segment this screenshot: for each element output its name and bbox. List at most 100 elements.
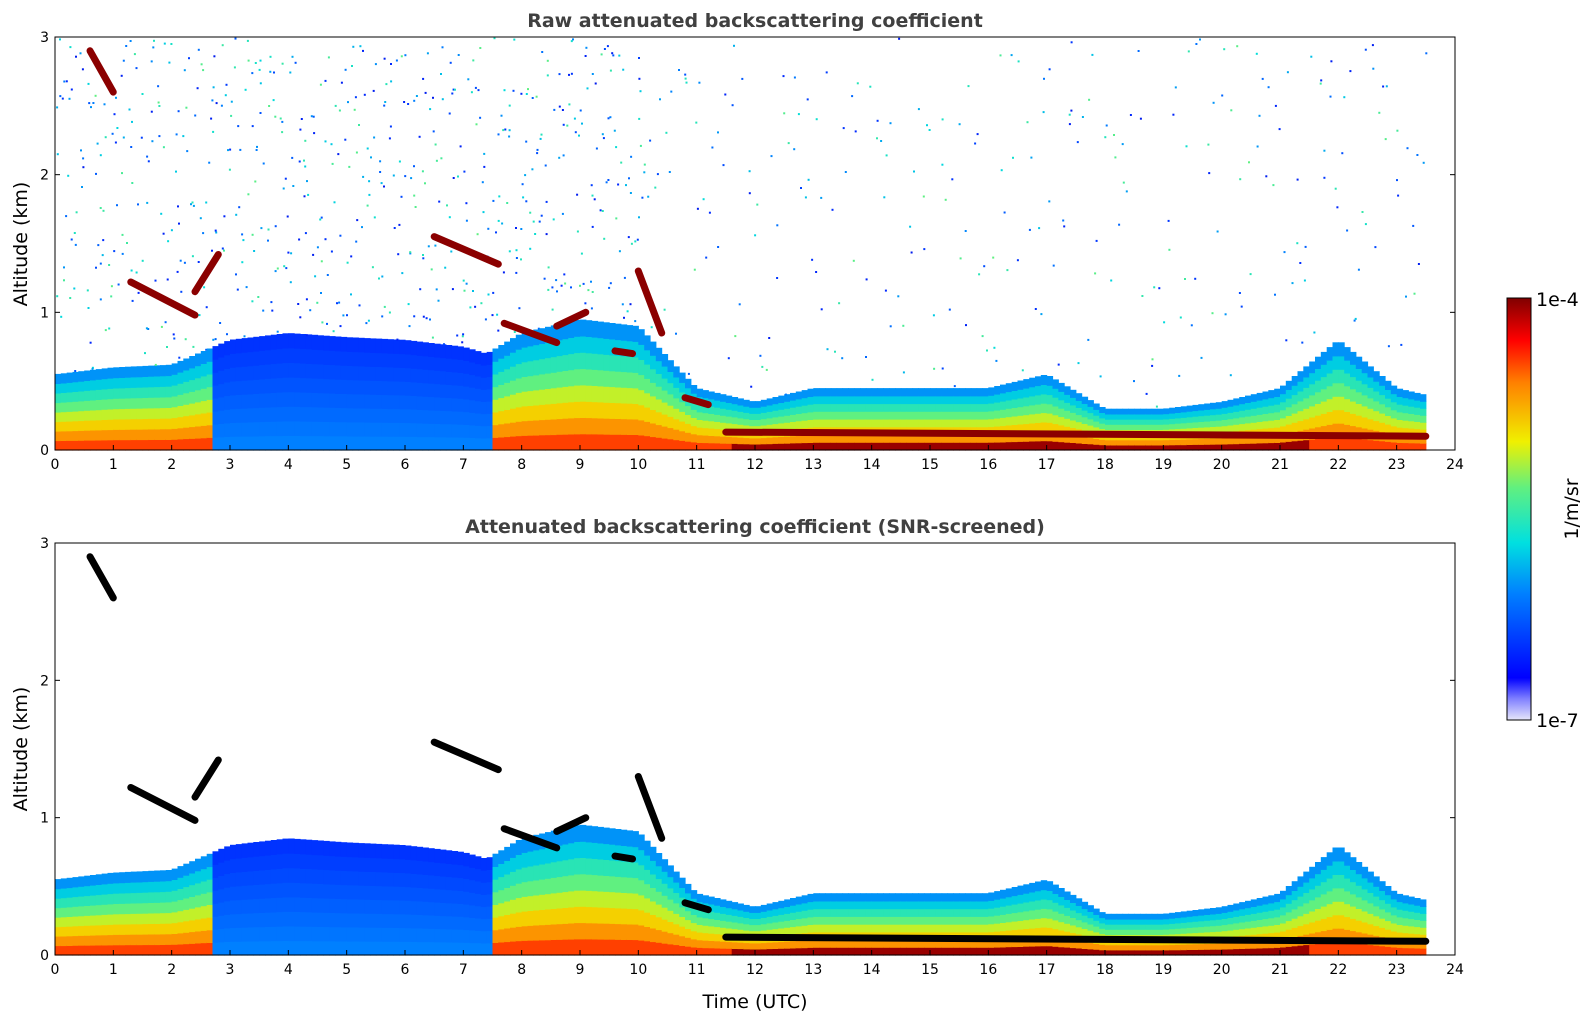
noise-pixel	[241, 261, 244, 264]
heatmap-cell	[323, 912, 330, 928]
heatmap-cell	[352, 941, 359, 956]
heatmap-cell	[965, 403, 972, 412]
heatmap-cell	[1093, 926, 1100, 933]
heatmap-cell	[574, 368, 581, 386]
noise-pixel	[586, 87, 589, 90]
heatmap-cell	[212, 916, 219, 930]
heatmap-cell	[807, 909, 814, 918]
heatmap-cell	[445, 928, 453, 943]
heatmap-cell	[1315, 403, 1322, 416]
heatmap-cell	[556, 892, 564, 909]
noise-pixel	[477, 89, 480, 92]
noise-pixel	[1199, 38, 1201, 41]
heatmap-cell	[1140, 949, 1147, 956]
heatmap-cell	[830, 908, 838, 917]
noise-pixel	[157, 101, 160, 104]
heatmap-cell	[101, 924, 109, 936]
heatmap-cell	[107, 944, 114, 956]
heatmap-cell	[737, 942, 744, 950]
heatmap-cell	[755, 918, 762, 926]
heatmap-cell	[562, 939, 569, 956]
colorbar-unit-label: 1/m/sr	[1561, 478, 1583, 539]
noise-pixel	[101, 254, 104, 257]
heatmap-cell	[574, 857, 581, 875]
heatmap-cell	[801, 902, 809, 911]
noise-pixel	[1412, 224, 1415, 227]
heatmap-cell	[282, 347, 289, 364]
heatmap-cell	[655, 916, 663, 931]
heatmap-cell	[1163, 439, 1170, 446]
noise-pixel	[1334, 187, 1337, 190]
heatmap-cell	[1250, 394, 1258, 402]
heatmap-cell	[72, 410, 79, 422]
noise-pixel	[324, 140, 327, 143]
heatmap-cell	[1023, 379, 1030, 389]
heatmap-cell	[352, 365, 359, 381]
heatmap-cell	[492, 891, 499, 905]
heatmap-cell	[685, 946, 692, 956]
heatmap-cell	[1029, 928, 1036, 938]
noise-pixel	[104, 329, 107, 332]
noise-pixel	[534, 233, 537, 235]
noise-pixel	[804, 196, 807, 199]
heatmap-cell	[60, 392, 68, 403]
heatmap-cell	[113, 944, 120, 956]
heatmap-cell	[714, 407, 721, 415]
noise-pixel	[986, 349, 988, 352]
noise-pixel	[220, 104, 223, 107]
heatmap-cell	[1110, 408, 1118, 415]
noise-pixel	[178, 222, 180, 225]
noise-pixel	[487, 227, 490, 230]
heatmap-cell	[539, 894, 546, 910]
noise-pixel	[256, 145, 258, 148]
noise-pixel	[1285, 339, 1288, 342]
heatmap-cell	[889, 442, 896, 451]
heatmap-cell	[766, 948, 774, 956]
heatmap-cell	[743, 917, 750, 925]
heatmap-cell	[160, 439, 167, 451]
noise-pixel	[1261, 77, 1264, 80]
noise-pixel	[73, 232, 76, 234]
heatmap-cell	[480, 413, 488, 427]
heatmap-cell	[848, 900, 855, 910]
heatmap-cell	[113, 913, 120, 925]
heatmap-cell	[276, 839, 284, 855]
heatmap-cell	[1011, 398, 1019, 408]
heatmap-cell	[1052, 928, 1059, 938]
heatmap-cell	[527, 865, 534, 882]
heatmap-cell	[183, 863, 190, 876]
heatmap-cell	[620, 340, 628, 357]
heatmap-cell	[1420, 906, 1427, 914]
heatmap-cell	[107, 439, 114, 451]
heatmap-cell	[416, 409, 424, 424]
heatmap-cell	[1227, 437, 1234, 445]
heatmap-cell	[387, 422, 394, 437]
heatmap-cell	[772, 397, 779, 405]
heatmap-cell	[585, 841, 593, 859]
noise-pixel	[1125, 190, 1128, 193]
noise-pixel	[508, 250, 511, 253]
heatmap-cell	[340, 842, 348, 857]
heatmap-cell	[673, 934, 680, 946]
heatmap-cell	[154, 365, 161, 377]
heatmap-cell	[352, 421, 359, 437]
heatmap-cell	[317, 897, 324, 913]
heatmap-cell	[615, 876, 622, 893]
heatmap-cell	[1215, 408, 1223, 415]
heatmap-cell	[912, 442, 919, 451]
heatmap-cell	[778, 900, 785, 909]
heatmap-cell	[906, 388, 914, 397]
heatmap-cell	[1285, 920, 1293, 930]
heatmap-cell	[1385, 903, 1392, 913]
heatmap-cell	[597, 337, 604, 355]
heatmap-cell	[317, 883, 324, 899]
heatmap-cell	[323, 855, 330, 871]
heatmap-cell	[84, 380, 91, 391]
noise-pixel	[638, 216, 640, 219]
heatmap-cell	[912, 924, 919, 933]
noise-pixel	[1249, 273, 1252, 276]
heatmap-cell	[486, 893, 494, 907]
heatmap-cell	[585, 385, 593, 402]
heatmap-cell	[702, 940, 709, 949]
heatmap-cell	[259, 926, 266, 942]
